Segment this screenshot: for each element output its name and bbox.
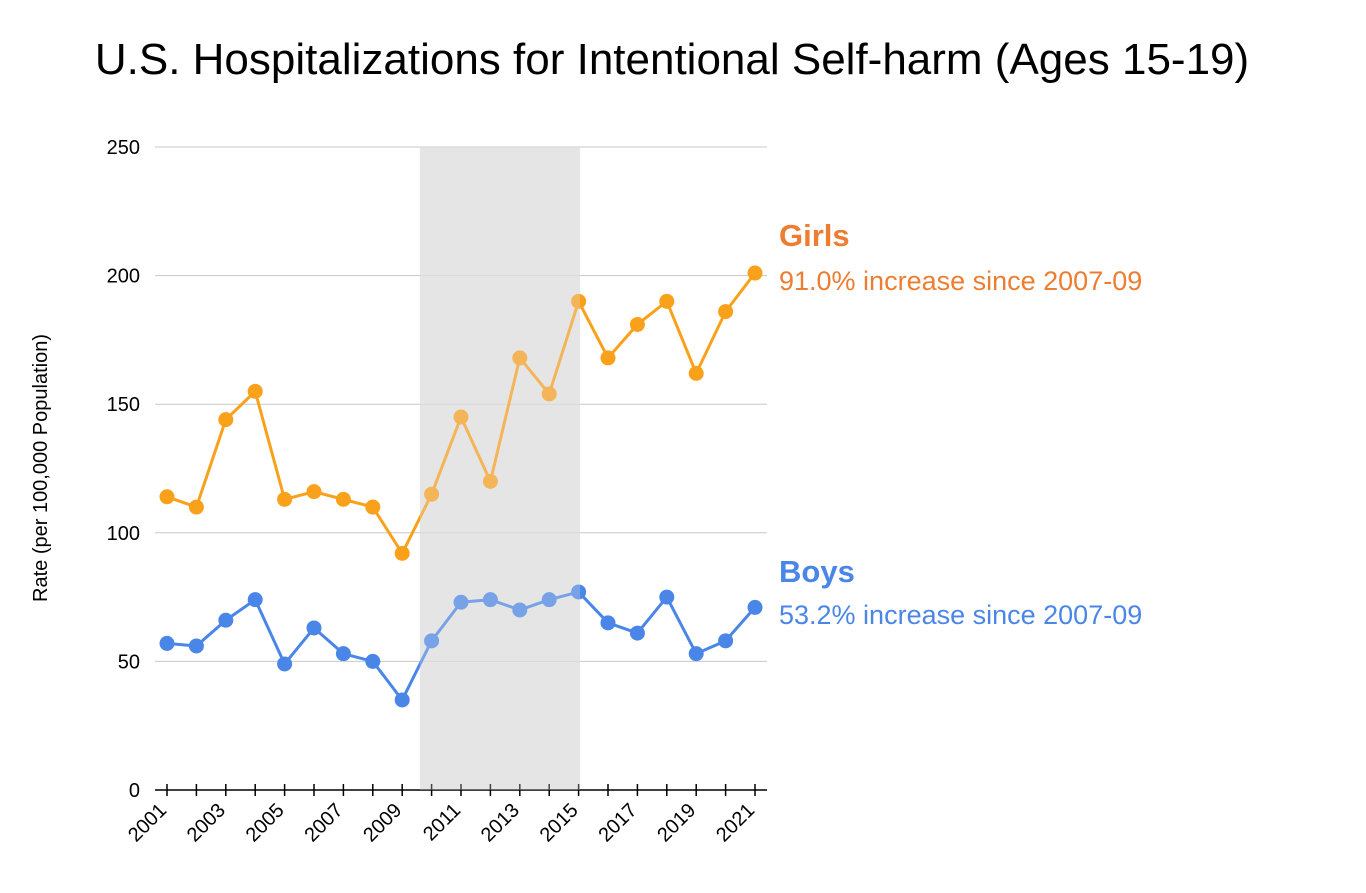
x-tick-label-2015: 2015 <box>536 799 583 846</box>
shaded-region <box>419 147 581 790</box>
data-point-girls-2002 <box>188 499 204 515</box>
axis-layer: 0 50 100 150 200 250 2001 2003 2005 2007 2009 2011 2… <box>30 137 767 846</box>
data-point-boys-2007 <box>335 646 351 662</box>
y-tick-label-200: 200 <box>107 266 140 288</box>
chart-title: U.S. Hospitalizations for Intentional Se… <box>95 35 1249 84</box>
data-point-boys-2006 <box>306 620 322 636</box>
y-tick-label-250: 250 <box>107 137 140 159</box>
data-point-girls-2019 <box>688 365 704 381</box>
data-point-boys-2001 <box>159 635 175 651</box>
data-point-boys-2008 <box>365 653 381 669</box>
data-point-boys-2012 <box>482 592 498 608</box>
series-annotation-boys: 53.2% increase since 2007-09 <box>779 600 1142 630</box>
data-point-girls-2015 <box>571 293 587 309</box>
data-point-boys-2009 <box>394 692 410 708</box>
data-point-girls-2012 <box>482 473 498 489</box>
data-point-girls-2021 <box>747 265 763 281</box>
data-point-boys-2010 <box>424 633 440 649</box>
data-point-girls-2004 <box>247 383 263 399</box>
data-point-boys-2002 <box>188 638 204 654</box>
data-point-girls-2009 <box>394 545 410 561</box>
data-point-boys-2020 <box>718 633 734 649</box>
data-point-girls-2014 <box>541 386 557 402</box>
y-tick-label-150: 150 <box>107 394 140 416</box>
series-layer <box>159 147 763 790</box>
data-point-girls-2006 <box>306 484 322 500</box>
data-point-girls-2005 <box>277 491 293 507</box>
data-point-girls-2010 <box>424 486 440 502</box>
data-point-girls-2020 <box>718 304 734 320</box>
data-point-boys-2013 <box>512 602 528 618</box>
x-tick-label-2003: 2003 <box>183 799 230 846</box>
series-label-girls: Girls <box>779 218 850 253</box>
data-point-girls-2017 <box>629 316 645 332</box>
x-tick-label-2017: 2017 <box>594 799 641 846</box>
y-tick-label-50: 50 <box>118 651 140 673</box>
x-tick-label-2007: 2007 <box>300 799 347 846</box>
data-point-boys-2005 <box>277 656 293 672</box>
x-tick-label-2001: 2001 <box>124 799 171 846</box>
data-point-boys-2017 <box>629 625 645 641</box>
data-point-girls-2016 <box>600 350 616 366</box>
x-tick-label-2021: 2021 <box>712 799 759 846</box>
x-tick-label-2011: 2011 <box>419 799 465 845</box>
data-point-girls-2011 <box>453 409 469 425</box>
data-point-boys-2004 <box>247 592 263 608</box>
data-point-girls-2007 <box>335 491 351 507</box>
x-tick-label-2019: 2019 <box>653 799 700 846</box>
y-axis-title: Rate (per 100,000 Population) <box>30 334 52 602</box>
data-point-boys-2003 <box>218 612 234 628</box>
data-point-girls-2008 <box>365 499 381 515</box>
data-point-girls-2001 <box>159 489 175 505</box>
data-point-boys-2014 <box>541 592 557 608</box>
data-point-girls-2003 <box>218 412 234 428</box>
series-annotation-girls: 91.0% increase since 2007-09 <box>779 266 1142 296</box>
shaded-region-overlay <box>419 147 581 790</box>
x-tick-label-2009: 2009 <box>359 799 406 846</box>
x-tick-label-2013: 2013 <box>477 799 524 846</box>
data-point-boys-2016 <box>600 615 616 631</box>
y-tick-label-0: 0 <box>129 780 140 802</box>
data-point-girls-2018 <box>659 293 675 309</box>
data-point-boys-2015 <box>571 584 587 600</box>
data-point-boys-2018 <box>659 589 675 605</box>
data-point-boys-2011 <box>453 594 469 610</box>
data-point-boys-2021 <box>747 599 763 615</box>
annotation-layer: Girls 91.0% increase since 2007-09 Boys 53.… <box>779 218 1142 630</box>
x-tick-label-2005: 2005 <box>242 799 289 846</box>
data-point-girls-2013 <box>512 350 528 366</box>
y-tick-label-100: 100 <box>107 523 140 545</box>
shaded-region-layer <box>419 147 581 790</box>
series-label-boys: Boys <box>779 554 855 589</box>
data-point-boys-2019 <box>688 646 704 662</box>
